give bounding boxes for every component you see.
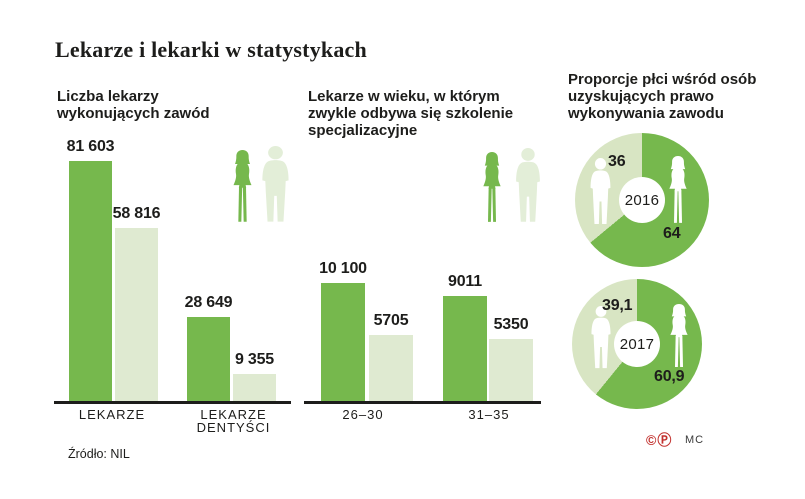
chart2-axis-line bbox=[304, 401, 541, 404]
woman-silhouette-icon bbox=[670, 304, 688, 368]
woman-silhouette-icon bbox=[233, 150, 252, 222]
chart2-value-label: 10 100 bbox=[319, 260, 367, 277]
chart2-value-label: 9011 bbox=[448, 272, 482, 290]
man-silhouette-icon bbox=[591, 306, 611, 369]
chart2-heading: Lekarze w wieku, w którym zwykle odbywa … bbox=[308, 88, 514, 139]
donut-slice-label-men-2016: 36 bbox=[608, 153, 626, 170]
chart1-value-label: 28 649 bbox=[184, 294, 233, 312]
copyright-icon: © bbox=[646, 432, 657, 448]
chart1-value-label: 81 603 bbox=[66, 138, 115, 155]
chart2-value-label: 5350 bbox=[493, 315, 529, 333]
page-title: Lekarze i lekarki w statystykach bbox=[55, 37, 367, 62]
donut-year-label-2016: 2016 bbox=[619, 177, 665, 223]
chart1-bar-dentysci-women bbox=[187, 317, 230, 402]
chart1-bar-lekarze-men bbox=[115, 228, 158, 402]
chart2-category-31-35: 31–35 bbox=[468, 407, 510, 422]
chart1-heading: Liczba lekarzy wykonujących zawód bbox=[57, 88, 210, 122]
man-silhouette-icon bbox=[516, 148, 540, 222]
man-silhouette-icon bbox=[590, 158, 611, 224]
donut-year-label-2017: 2017 bbox=[614, 321, 660, 367]
chart1-bar-lekarze-women bbox=[69, 161, 112, 402]
chart2-bar-31-35-men bbox=[489, 338, 533, 402]
donut-slice-label-women-2016: 64 bbox=[663, 225, 681, 242]
chart1-bar-dentysci-men bbox=[233, 374, 276, 402]
chart2-bar-26-30-men bbox=[369, 334, 413, 402]
copyright-marks: ©Ⓟ bbox=[646, 430, 672, 450]
chart2-bar-31-35-women bbox=[443, 295, 487, 402]
source-note: Źródło: NIL bbox=[68, 447, 130, 461]
woman-silhouette-icon bbox=[483, 152, 501, 222]
donut-slice-label-women-2017: 60,9 bbox=[654, 368, 685, 385]
man-silhouette-icon bbox=[262, 146, 289, 222]
chart1-category-dentysci: LEKARZE DENTYŚCI bbox=[196, 407, 271, 435]
chart2-category-26-30: 26–30 bbox=[342, 407, 384, 422]
chart1-category-lekarze: LEKARZE bbox=[78, 407, 146, 422]
donut-slice-label-men-2017: 39,1 bbox=[602, 297, 633, 314]
reprint-icon: Ⓟ bbox=[657, 432, 672, 448]
chart2-bar-26-30-women bbox=[321, 283, 365, 402]
chart2-value-label: 5705 bbox=[373, 311, 409, 329]
chart3-heading: Proporcje płci wśród osób uzyskujących p… bbox=[568, 71, 757, 122]
chart1-value-label: 58 816 bbox=[112, 205, 161, 223]
credit-initials: MC bbox=[685, 434, 705, 446]
chart1-axis-line bbox=[54, 401, 291, 404]
woman-silhouette-icon bbox=[669, 156, 687, 223]
chart1-value-label: 9 355 bbox=[234, 351, 275, 369]
